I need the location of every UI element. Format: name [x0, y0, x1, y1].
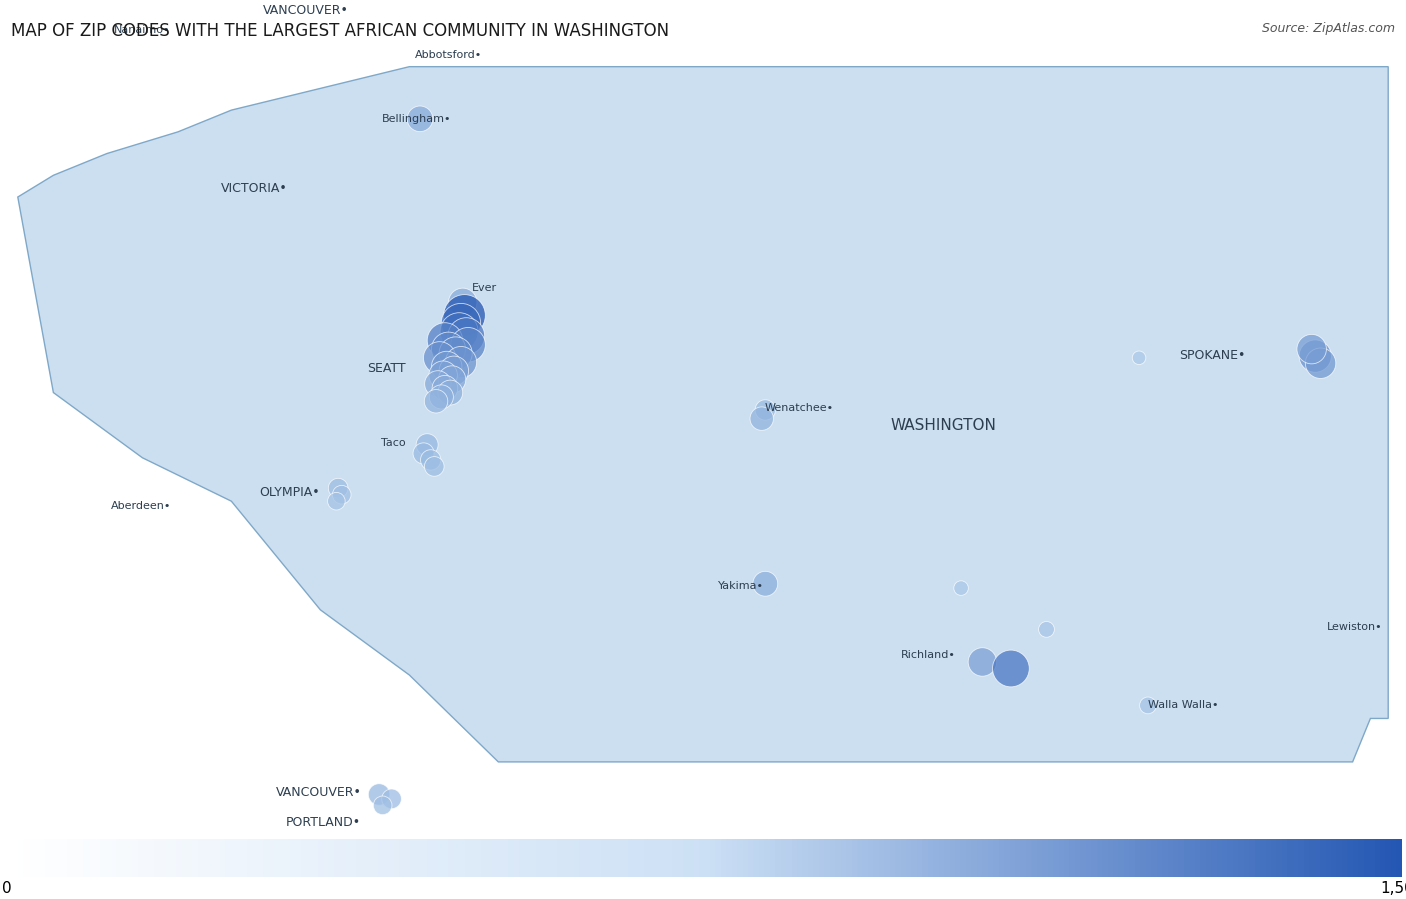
Point [443, 363, 465, 378]
Text: Taco: Taco [381, 438, 406, 448]
Point [1035, 622, 1057, 636]
Point [433, 381, 456, 396]
Point [1000, 662, 1022, 676]
Text: Aberdeen•: Aberdeen• [111, 501, 172, 511]
Text: Nanaimo•: Nanaimo• [114, 25, 170, 35]
Point [436, 360, 458, 374]
Point [457, 337, 479, 352]
Point [429, 351, 451, 365]
Text: Bellingham•: Bellingham• [381, 114, 451, 124]
Text: Yakima•: Yakima• [717, 581, 763, 591]
Point [441, 372, 464, 387]
Text: WASHINGTON: WASHINGTON [890, 418, 997, 432]
Point [423, 459, 446, 474]
Point [433, 334, 456, 348]
Point [325, 494, 347, 508]
Text: VANCOUVER•: VANCOUVER• [276, 786, 361, 799]
Point [409, 111, 432, 126]
Point [432, 368, 454, 382]
Point [368, 788, 391, 802]
Point [1301, 342, 1323, 356]
Point [426, 377, 449, 391]
Text: Abbotsford•: Abbotsford• [415, 49, 482, 59]
Point [437, 342, 460, 356]
Point [449, 325, 471, 339]
Point [425, 394, 447, 408]
Text: Lewiston•: Lewiston• [1327, 622, 1384, 632]
Point [450, 355, 472, 369]
Point [1128, 351, 1150, 365]
Point [754, 403, 776, 417]
Point [950, 581, 973, 595]
Point [1309, 356, 1331, 370]
Text: VICTORIA•: VICTORIA• [221, 182, 288, 195]
Text: Richland•: Richland• [901, 651, 956, 661]
Point [419, 453, 441, 467]
Text: Ever: Ever [471, 283, 496, 293]
Point [1303, 349, 1326, 363]
Text: SEATT: SEATT [367, 362, 406, 375]
Text: Walla Walla•: Walla Walla• [1147, 700, 1219, 710]
Point [412, 446, 434, 460]
Point [1136, 699, 1159, 713]
Point [451, 295, 474, 309]
Text: PORTLAND•: PORTLAND• [287, 816, 361, 829]
Text: Wenatchee•: Wenatchee• [765, 403, 834, 413]
Point [456, 329, 478, 343]
Text: Source: ZipAtlas.com: Source: ZipAtlas.com [1261, 22, 1395, 35]
Text: MAP OF ZIP CODES WITH THE LARGEST AFRICAN COMMUNITY IN WASHINGTON: MAP OF ZIP CODES WITH THE LARGEST AFRICA… [11, 22, 669, 40]
Text: OLYMPIA•: OLYMPIA• [260, 486, 321, 499]
Point [430, 389, 453, 404]
Point [450, 316, 472, 330]
Point [416, 438, 439, 452]
Point [754, 576, 776, 591]
Point [439, 386, 461, 400]
Point [751, 412, 773, 426]
Point [328, 481, 350, 495]
Point [380, 792, 402, 806]
Text: VANCOUVER•: VANCOUVER• [263, 4, 349, 17]
Point [444, 346, 467, 360]
Point [330, 487, 353, 502]
Point [371, 798, 394, 813]
Point [453, 308, 475, 323]
Text: SPOKANE•: SPOKANE• [1180, 349, 1246, 362]
Polygon shape [18, 67, 1388, 761]
Point [972, 654, 994, 669]
